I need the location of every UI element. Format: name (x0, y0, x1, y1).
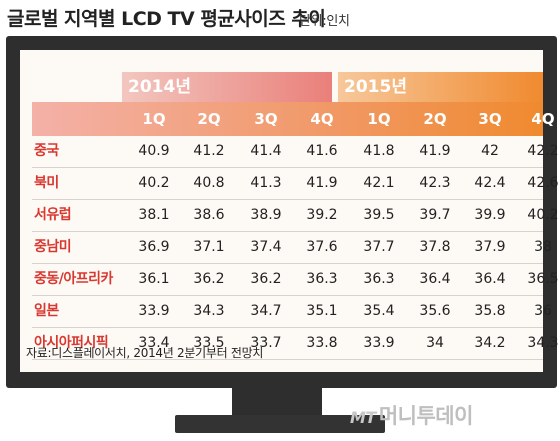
table-cell: 40.2 (138, 175, 170, 191)
table-cell: 34.3 (527, 335, 559, 351)
table-cell: 39.2 (306, 207, 338, 223)
table-cell: 41.9 (419, 143, 451, 159)
table-cell: 40.8 (193, 175, 225, 191)
region-label: 일본 (34, 303, 59, 319)
region-label: 서유럽 (34, 207, 72, 223)
table-cell: 37.9 (474, 239, 506, 255)
table-cell: 36 (534, 303, 552, 319)
table-cell: 41.6 (306, 143, 338, 159)
table-cell: 42.3 (419, 175, 451, 191)
table-cell: 36.5 (527, 271, 559, 287)
table-cell: 35.1 (306, 303, 338, 319)
table-cell: 33.5 (193, 335, 225, 351)
table-row: 서유럽 38.1 38.6 38.9 39.2 39.5 39.7 39.9 40.2 (32, 200, 559, 232)
table-cell: 33.8 (306, 335, 338, 351)
monitor-screen: 2014년 2015년 1Q 2Q 3Q 4Q 1Q 2Q 3Q 4Q 중국 40.9 41.2 4… (20, 50, 559, 372)
quarter-label: 2Q (423, 110, 447, 128)
table-row: 아시아퍼시픽 33.4 33.5 33.7 33.8 33.9 34 34.2 34.3 (32, 328, 559, 360)
quarter-label: 4Q (531, 110, 555, 128)
table-cell: 36.3 (363, 271, 395, 287)
table-cell: 42 (481, 143, 499, 159)
table-cell: 37.7 (363, 239, 395, 255)
table-cell: 33.9 (363, 335, 395, 351)
table-cell: 34 (426, 335, 444, 351)
table-row: 중동/아프리카 36.1 36.2 36.2 36.3 36.3 36.4 36.4 36.5 (32, 264, 559, 296)
table-cell: 36.2 (250, 271, 282, 287)
table-cell: 36.4 (474, 271, 506, 287)
table-cell: 33.9 (138, 303, 170, 319)
table-cell: 41.4 (250, 143, 282, 159)
table-cell: 33.4 (138, 335, 170, 351)
table-cell: 34.7 (250, 303, 282, 319)
table-cell: 34.3 (193, 303, 225, 319)
quarter-header-row: 1Q 2Q 3Q 4Q 1Q 2Q 3Q 4Q (32, 102, 555, 136)
chart-title: 글로벌 지역별 LCD TV 평균사이즈 추이 (7, 8, 326, 30)
table-cell: 40.9 (138, 143, 170, 159)
table-row: 일본 33.9 34.3 34.7 35.1 35.4 35.6 35.8 36 (32, 296, 552, 328)
table-cell: 42.4 (474, 175, 506, 191)
monitor-neck (232, 388, 322, 416)
source-note: 자료:디스플레이서치, 2014년 2분기부터 전망치 (26, 346, 264, 360)
table-row: 중남미 36.9 37.1 37.4 37.6 37.7 37.8 37.9 38 (32, 232, 552, 264)
monitor-frame: 2014년 2015년 1Q 2Q 3Q 4Q 1Q 2Q 3Q 4Q 중국 40.9 41.2 4… (6, 36, 559, 388)
quarter-label: 1Q (142, 110, 166, 128)
table-cell: 41.2 (193, 143, 225, 159)
table-cell: 38.6 (193, 207, 225, 223)
table-row: 북미 40.2 40.8 41.3 41.9 42.1 42.3 42.4 42.6 (32, 168, 559, 200)
table-cell: 39.5 (363, 207, 395, 223)
table-cell: 37.8 (419, 239, 451, 255)
table-cell: 42.2 (527, 143, 559, 159)
table-cell: 38.9 (250, 207, 282, 223)
table-cell: 35.8 (474, 303, 506, 319)
table-cell: 37.1 (193, 239, 225, 255)
table-cell: 34.2 (474, 335, 506, 351)
table-cell: 41.8 (363, 143, 395, 159)
year-header-2014: 2014년 (122, 72, 332, 102)
table-cell: 39.7 (419, 207, 451, 223)
logo-name: 머니투데이 (378, 404, 474, 428)
region-label: 북미 (34, 175, 59, 191)
region-label: 중국 (34, 143, 59, 159)
table-cell: 42.1 (363, 175, 395, 191)
table-cell: 36.9 (138, 239, 170, 255)
region-label: 아시아퍼시픽 (34, 335, 109, 351)
region-label: 중남미 (34, 239, 72, 255)
table-cell: 35.4 (363, 303, 395, 319)
quarter-label: 3Q (254, 110, 278, 128)
quarter-label: 4Q (310, 110, 334, 128)
quarter-label: 3Q (478, 110, 502, 128)
table-cell: 37.6 (306, 239, 338, 255)
table-cell: 41.9 (306, 175, 338, 191)
table-cell: 38.1 (138, 207, 170, 223)
table-cell: 38 (534, 239, 552, 255)
table-cell: 40.2 (527, 207, 559, 223)
quarter-label: 2Q (197, 110, 221, 128)
year-header-2015: 2015년 (338, 72, 543, 102)
region-label: 중동/아프리카 (34, 271, 113, 287)
table-cell: 33.7 (250, 335, 282, 351)
table-cell: 42.6 (527, 175, 559, 191)
table-row: 중국 40.9 41.2 41.4 41.6 41.8 41.9 42 42.2 (32, 136, 559, 168)
monitor-base (175, 415, 385, 433)
table-cell: 36.1 (138, 271, 170, 287)
table-cell: 36.3 (306, 271, 338, 287)
publisher-logo: MT 머니투데이 (350, 400, 473, 430)
table-cell: 37.4 (250, 239, 282, 255)
table-cell: 35.6 (419, 303, 451, 319)
unit-label: 단위:인치 (299, 14, 350, 29)
table-cell: 41.3 (250, 175, 282, 191)
logo-mark: MT (350, 408, 376, 427)
table-cell: 36.4 (419, 271, 451, 287)
table-cell: 36.2 (193, 271, 225, 287)
table-cell: 39.9 (474, 207, 506, 223)
quarter-label: 1Q (367, 110, 391, 128)
